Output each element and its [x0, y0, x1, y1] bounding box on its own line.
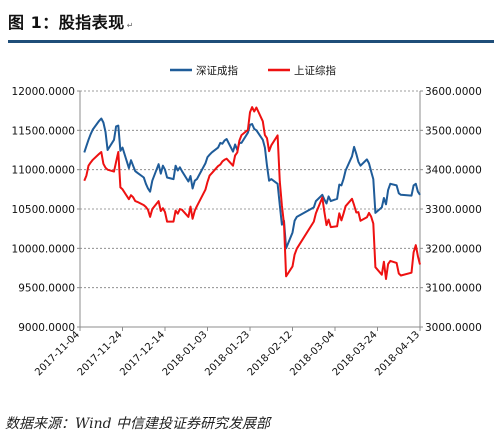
x-tick-label: 2018-03-24: [331, 329, 380, 378]
y-right-tick-label: 3400.0000: [425, 165, 482, 177]
figure-title-text: 图 1：股指表现: [8, 13, 125, 32]
x-tick-label: 2017-11-04: [33, 329, 82, 378]
x-tick-label: 2018-01-23: [203, 329, 252, 378]
title-rule: [8, 40, 494, 43]
legend-label: 深证成指: [196, 64, 238, 77]
y-right-tick-label: 3200.0000: [425, 243, 482, 255]
y-left-tick-label: 10500.0000: [12, 204, 75, 216]
y-left-tick-label: 11500.0000: [12, 125, 75, 137]
source-note: 数据来源：Wind 中信建投证券研究发展部: [5, 416, 271, 432]
y-right-tick-label: 3600.0000: [425, 86, 482, 98]
y-left-tick-label: 9500.0000: [18, 283, 75, 295]
y-right-tick-label: 3500.0000: [425, 125, 482, 137]
series-line-sse: [83, 106, 421, 280]
y-left-tick-label: 10000.0000: [12, 243, 75, 255]
y-right-tick-label: 3300.0000: [425, 204, 482, 216]
figure-title: 图 1：股指表现 ↵: [8, 9, 134, 33]
x-tick-label: 2018-02-12: [246, 329, 295, 378]
y-right-tick-label: 3000.0000: [425, 322, 482, 334]
x-tick-label: 2017-12-14: [118, 329, 167, 378]
legend-label: 上证综指: [294, 64, 336, 77]
x-tick-label: 2017-11-24: [76, 329, 125, 378]
x-tick-label: 2018-03-04: [288, 329, 337, 378]
y-right-tick-label: 3100.0000: [425, 283, 482, 295]
x-tick-label: 2018-01-03: [161, 329, 210, 378]
paragraph-mark: ↵: [126, 21, 134, 30]
series-line-szse: [83, 117, 421, 250]
x-tick-label: 2018-04-13: [373, 329, 422, 378]
y-left-tick-label: 12000.0000: [12, 86, 75, 98]
y-left-tick-label: 9000.0000: [18, 322, 75, 334]
index-line-chart: 9000.0000 9500.0000 10000.0000 10500.0000 11…: [12, 64, 482, 378]
y-left-tick-label: 11000.0000: [12, 165, 75, 177]
